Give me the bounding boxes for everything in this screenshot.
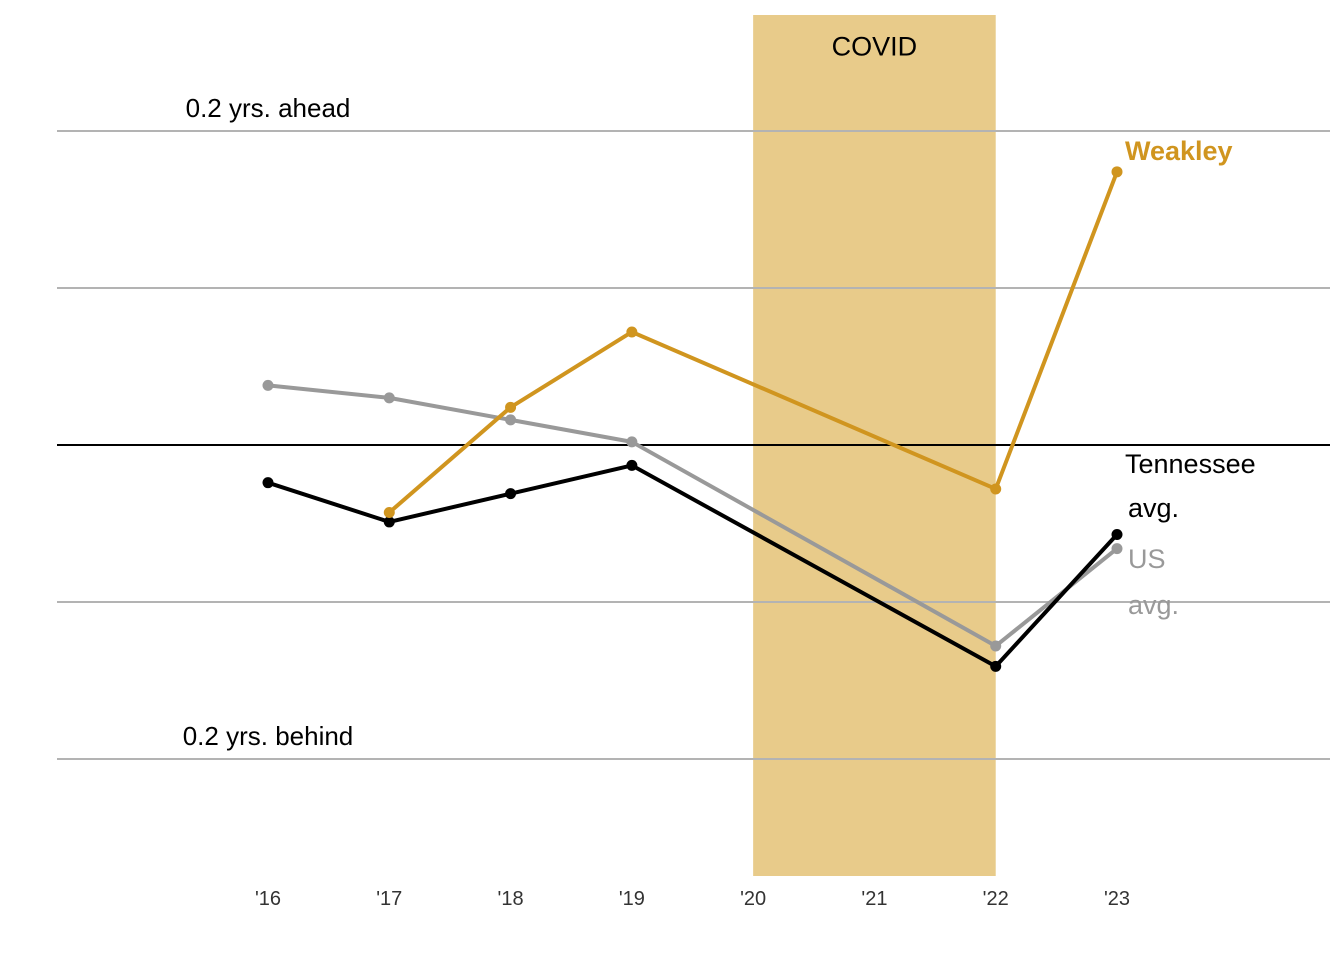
us-avg-point (505, 414, 517, 426)
series-lines (262, 166, 1123, 672)
weakley-point (1111, 166, 1123, 178)
x-tick-label: '22 (983, 888, 1009, 910)
gridlines (57, 130, 1330, 760)
tennessee-avg-series-label: Tennessee (1125, 449, 1256, 479)
x-tick-label: '17 (376, 888, 402, 910)
weakley-point (626, 326, 638, 338)
us-avg-point (990, 640, 1002, 652)
us-avg-point (626, 436, 638, 448)
weakley-point (505, 401, 517, 413)
us-avg-point (262, 379, 274, 391)
us-avg-series-label: US (1128, 544, 1166, 574)
x-tick-label: '20 (740, 888, 766, 910)
x-tick-label: '19 (619, 888, 645, 910)
tennessee-avg-point (1111, 528, 1123, 540)
chart-labels: COVID 0.2 yrs. ahead 0.2 yrs. behind '16 '17… (183, 32, 1256, 910)
tennessee-avg-point (990, 660, 1002, 672)
tennessee-avg-line (266, 463, 1119, 669)
behind-label: 0.2 yrs. behind (183, 721, 354, 751)
tennessee-avg-point (262, 477, 274, 489)
tennessee-avg-point (505, 488, 517, 500)
tennessee-avg-series-label: avg. (1128, 493, 1179, 523)
us-avg-point (1111, 543, 1123, 555)
ahead-label: 0.2 yrs. ahead (186, 93, 351, 123)
weakley-series-label: Weakley (1125, 136, 1233, 166)
tennessee-avg-point (626, 459, 638, 471)
us-avg-line (266, 383, 1119, 648)
weakley-point (990, 483, 1002, 495)
us-avg-series-label: avg. (1128, 590, 1179, 620)
weakley-line (387, 169, 1119, 515)
x-tick-label: '23 (1104, 888, 1130, 910)
x-tick-label: '16 (255, 888, 281, 910)
tennessee-avg-point (383, 516, 395, 528)
weakley-point (383, 507, 395, 519)
x-tick-label: '21 (861, 888, 887, 910)
covid-label: COVID (832, 32, 918, 62)
x-tick-label: '18 (498, 888, 524, 910)
us-avg-point (383, 392, 395, 404)
